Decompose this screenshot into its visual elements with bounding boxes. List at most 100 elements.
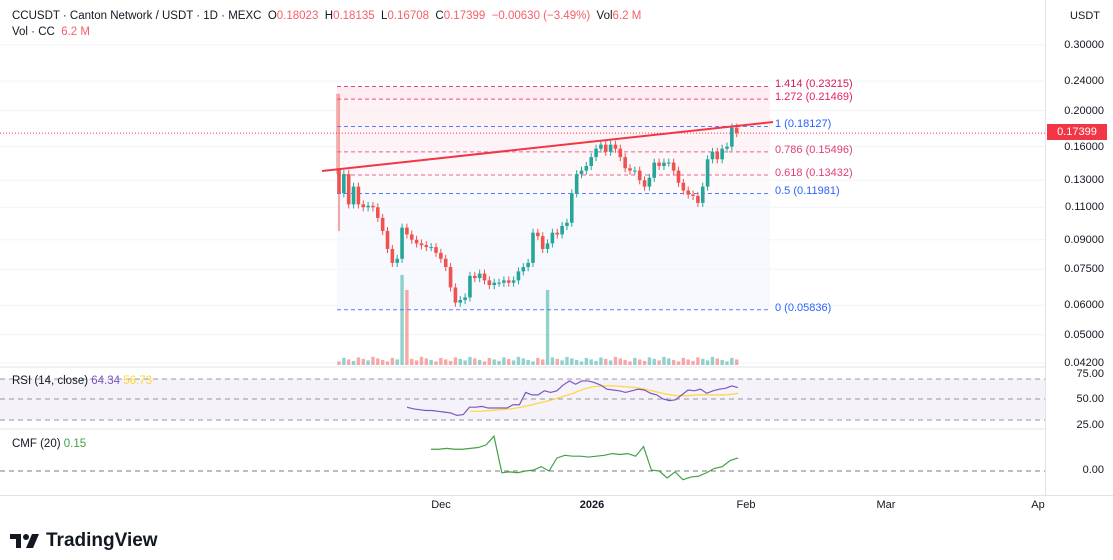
candle-body (628, 168, 632, 171)
rsi-ma-line (470, 385, 739, 412)
volume-bar (715, 358, 719, 365)
brand-name: TradingView (46, 530, 158, 551)
candle-body (734, 127, 739, 134)
volume-bar (633, 357, 637, 365)
volume-bar (453, 357, 458, 365)
cmf-line (431, 434, 739, 481)
price-tick-label: 0.30000 (1064, 39, 1104, 51)
volume-bar (604, 358, 608, 365)
volume-bar (642, 360, 647, 365)
rsi-line (406, 380, 739, 417)
volume-bar (657, 360, 661, 365)
high-value: 0.18135 (333, 10, 375, 22)
close-value: 0.17399 (443, 10, 486, 22)
candle-body (366, 205, 370, 208)
currency-label: USDT (1070, 10, 1100, 22)
close-label: C (435, 10, 444, 22)
candle-body (589, 157, 593, 166)
volume-bar (710, 356, 715, 365)
price-axis[interactable]: USDT 0.30000 0.24000 0.20000 0.16000 0.13000… (1045, 0, 1113, 495)
candle-body (584, 165, 589, 171)
volume-bar (487, 357, 492, 365)
volume-bar (414, 360, 419, 365)
volume-bar (347, 359, 351, 365)
symbol-header: CCUSDT · Canton Network / USDT · 1D · ME… (12, 10, 641, 22)
candle-body (482, 273, 487, 281)
price-tick-label: 0.20000 (1064, 104, 1104, 117)
candle-body (681, 182, 686, 191)
candle-body (725, 146, 729, 149)
candle-body (565, 222, 569, 226)
volume-bar (550, 357, 555, 365)
candle-body (419, 243, 424, 246)
volume-bar (492, 359, 496, 365)
volume-bar (371, 356, 375, 365)
volume-bar (458, 358, 462, 365)
change-value: −0.00630 (−3.49%) (491, 10, 591, 22)
candle-body (647, 177, 652, 187)
vol-label: Vol (596, 10, 613, 22)
volume-bar (448, 360, 453, 365)
volume-bar (735, 359, 739, 365)
tradingview-logo[interactable]: TradingView (10, 530, 158, 552)
volume-bar (439, 357, 443, 365)
candle-body (574, 174, 579, 194)
volume-bar (584, 357, 589, 365)
volume-bar (681, 357, 686, 365)
price-chart[interactable] (0, 0, 1045, 495)
price-tick-label: 0.16000 (1064, 140, 1104, 153)
candle-body (730, 127, 734, 147)
volume-bar (570, 358, 574, 365)
volume-bar (686, 359, 690, 365)
volume-bar (419, 356, 424, 365)
candle-body (409, 234, 414, 240)
vol-value: 6.2 M (612, 10, 642, 22)
candle-body (439, 252, 443, 259)
candle-body (710, 151, 715, 160)
open-label: O (267, 10, 277, 22)
volume-bar (351, 360, 356, 365)
cmf-value: 0.15 (63, 438, 87, 450)
candle-body (356, 186, 361, 205)
candle-body (516, 271, 521, 281)
time-axis[interactable] (0, 495, 1113, 496)
volume-bar (628, 361, 632, 365)
volume-bar (342, 357, 346, 365)
candle-body (414, 239, 419, 244)
volume-bar (608, 360, 613, 365)
candle-body (671, 162, 676, 171)
volume-value: 6.2 M (61, 26, 90, 38)
fib-level-label: 0.5 (0.11981) (775, 185, 840, 198)
candle-body (637, 170, 642, 181)
candle-body (342, 174, 346, 194)
candle-body (497, 282, 501, 284)
candle-body (337, 168, 341, 194)
rsi-axis-75: 75.00 (1076, 368, 1104, 380)
volume-bar (497, 360, 501, 365)
candle-body (487, 280, 492, 286)
candle-body (623, 157, 627, 169)
volume-bar (405, 290, 409, 365)
x-label-feb: Feb (736, 499, 756, 511)
candle-body (473, 275, 477, 279)
rsi-label[interactable]: RSI (14, close) (12, 375, 89, 387)
candle-body (705, 159, 710, 187)
symbol-title[interactable]: CCUSDT · Canton Network / USDT · 1D · ME… (12, 10, 262, 22)
fib-level-label: 0.786 (0.15496) (775, 143, 853, 156)
volume-bar (691, 360, 695, 365)
candle-body (351, 186, 356, 205)
candle-body (613, 144, 618, 149)
candle-body (686, 190, 690, 195)
cmf-label[interactable]: CMF (20) (12, 438, 61, 450)
volume-bar (361, 358, 365, 365)
fib-level-label: 1 (0.18127) (775, 118, 832, 131)
volume-bar (541, 359, 545, 365)
volume-bar (618, 358, 622, 365)
volume-bar (385, 361, 390, 365)
low-value: 0.16708 (387, 10, 430, 22)
volume-label[interactable]: Vol · CC (12, 26, 55, 38)
x-label-apr: Ap (1031, 499, 1045, 511)
candle-body (720, 148, 724, 160)
price-tick-label: 0.09000 (1064, 233, 1104, 246)
volume-bar (531, 361, 535, 365)
